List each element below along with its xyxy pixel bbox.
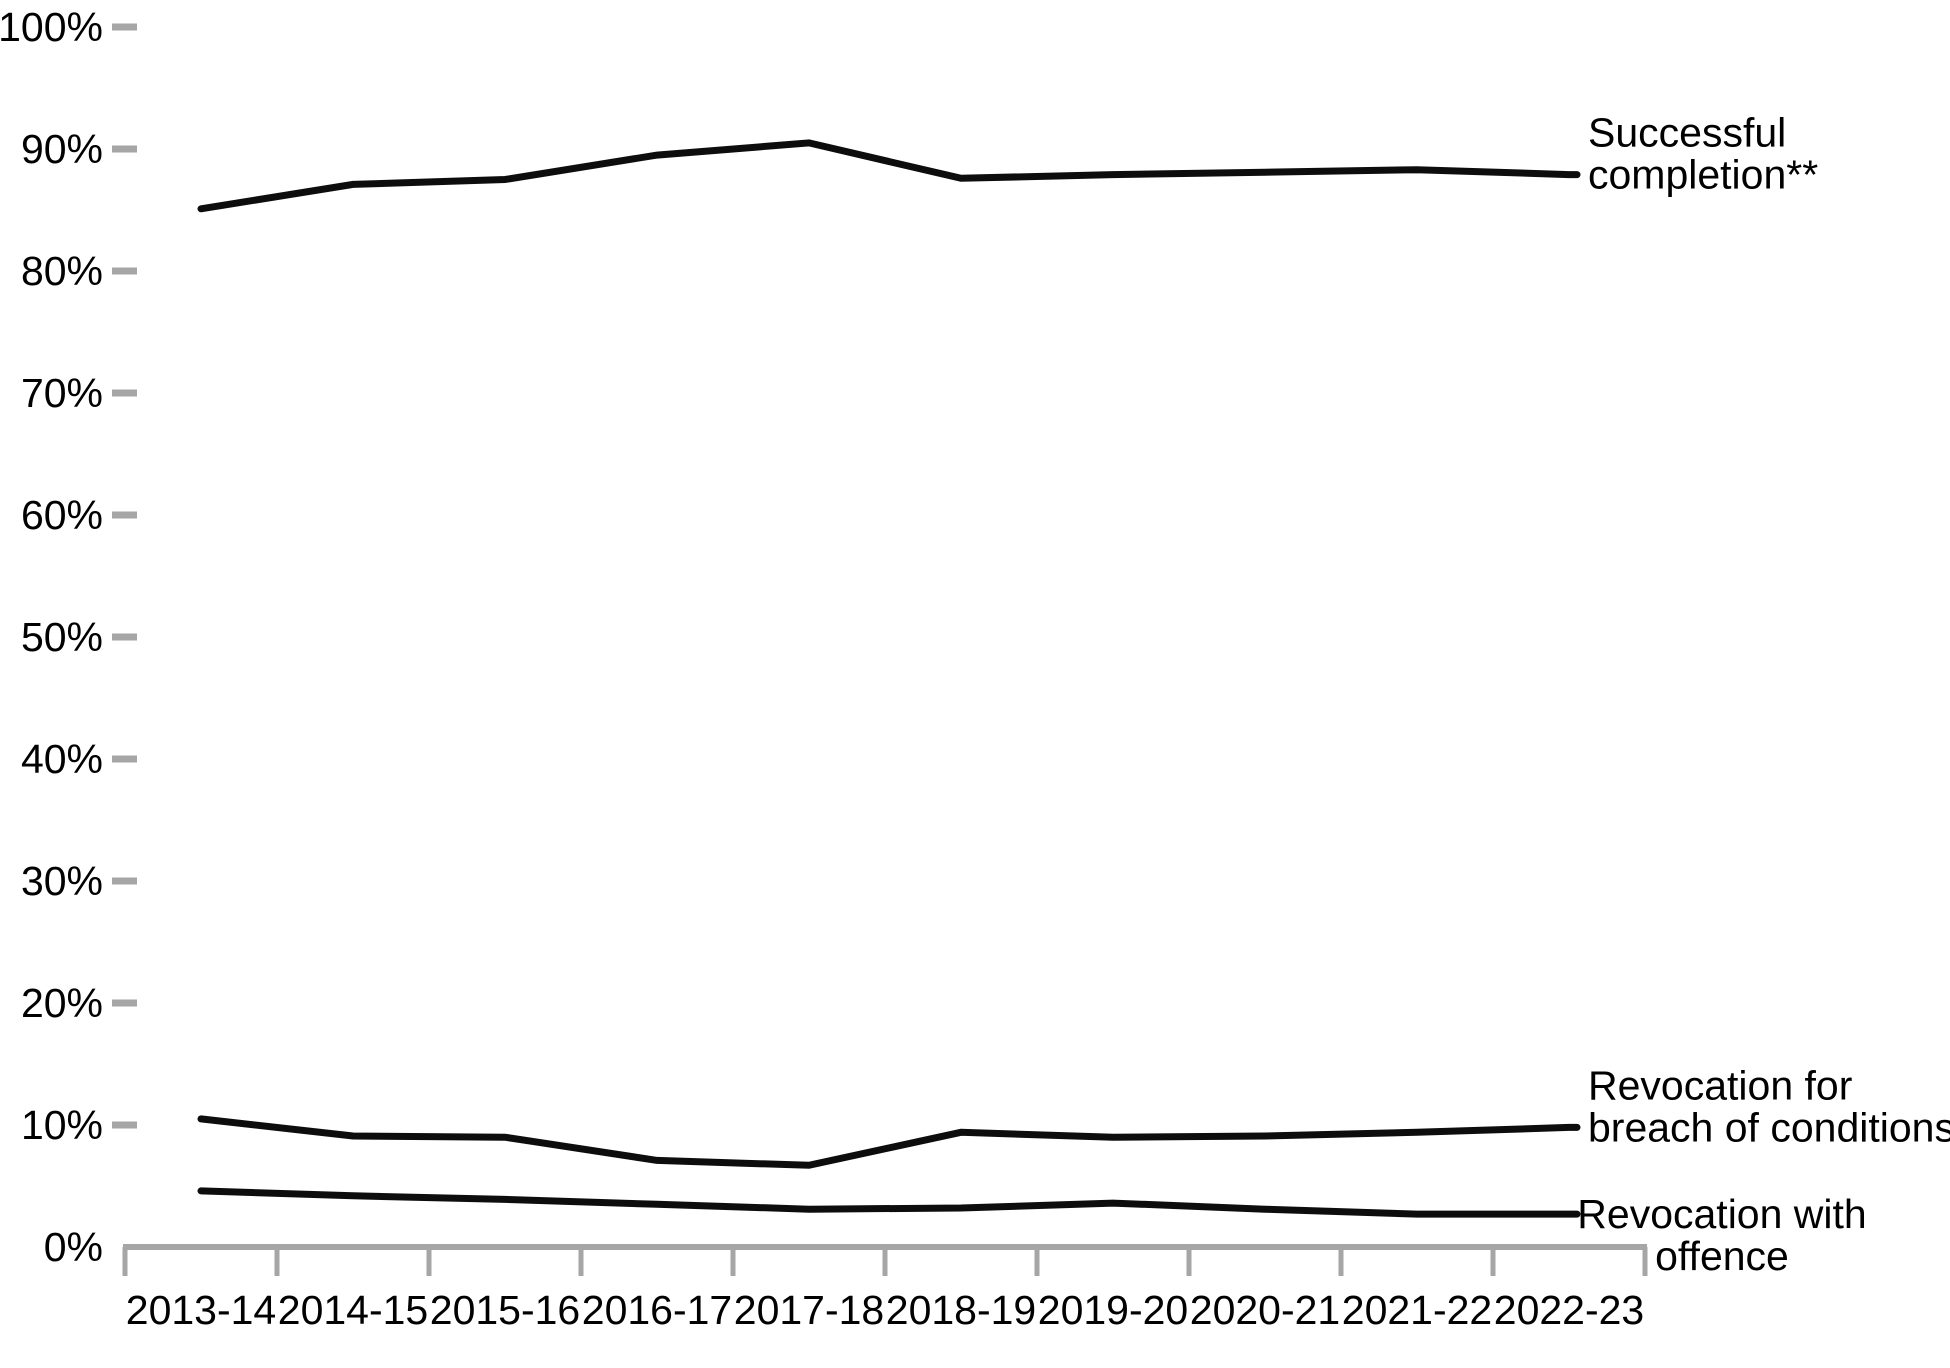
series-label-successful-completion: Successful bbox=[1588, 110, 1786, 156]
y-tick-mark bbox=[112, 999, 137, 1007]
y-tick-label: 90% bbox=[21, 126, 103, 172]
y-tick-mark bbox=[112, 1121, 137, 1129]
y-tick-label: 80% bbox=[21, 248, 103, 294]
series-label-revocation-with-offence: offence bbox=[1655, 1233, 1789, 1279]
y-tick-mark bbox=[112, 145, 137, 153]
y-tick-label: 70% bbox=[21, 370, 103, 416]
x-category-label: 2022-23 bbox=[1494, 1287, 1644, 1333]
series-line-revocation-for-breach-of-conditions bbox=[197, 1115, 1581, 1169]
y-tick-mark bbox=[112, 511, 137, 519]
y-tick-mark bbox=[112, 389, 137, 397]
x-category-label: 2013-14 bbox=[126, 1287, 276, 1333]
y-tick-label: 30% bbox=[21, 858, 103, 904]
x-category-label: 2020-21 bbox=[1190, 1287, 1340, 1333]
x-category-label: 2018-19 bbox=[886, 1287, 1036, 1333]
series-label-successful-completion: completion** bbox=[1588, 152, 1818, 198]
x-category-label: 2021-22 bbox=[1342, 1287, 1492, 1333]
x-category-label: 2017-18 bbox=[734, 1287, 884, 1333]
series-line-successful-completion bbox=[197, 139, 1581, 213]
x-category-label: 2015-16 bbox=[430, 1287, 580, 1333]
y-tick-label: 60% bbox=[21, 492, 103, 538]
y-tick-label: 10% bbox=[21, 1102, 103, 1148]
x-category-label: 2014-15 bbox=[278, 1287, 428, 1333]
series-label-revocation-with-offence: Revocation with bbox=[1577, 1191, 1866, 1237]
x-category-label: 2019-20 bbox=[1038, 1287, 1188, 1333]
series-label-revocation-for-breach-of-conditions: Revocation for bbox=[1588, 1062, 1852, 1108]
series-label-revocation-for-breach-of-conditions: breach of conditions bbox=[1588, 1104, 1950, 1150]
y-tick-mark bbox=[112, 633, 137, 641]
y-tick-mark bbox=[112, 877, 137, 885]
y-tick-label: 40% bbox=[21, 736, 103, 782]
y-tick-label: 0% bbox=[44, 1224, 103, 1270]
y-tick-mark bbox=[112, 23, 137, 31]
series-line-revocation-with-offence bbox=[197, 1187, 1581, 1218]
y-tick-mark bbox=[112, 267, 137, 275]
y-tick-label: 20% bbox=[21, 980, 103, 1026]
x-category-label: 2016-17 bbox=[582, 1287, 732, 1333]
y-tick-label: 50% bbox=[21, 614, 103, 660]
y-tick-mark bbox=[112, 755, 137, 763]
y-tick-label: 100% bbox=[0, 4, 103, 50]
